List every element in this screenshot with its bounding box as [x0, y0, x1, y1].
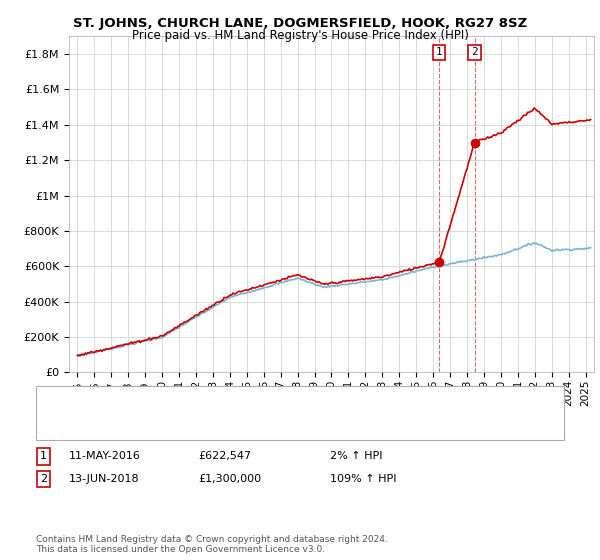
Text: ST. JOHNS, CHURCH LANE, DOGMERSFIELD, HOOK, RG27 8SZ (detached house): ST. JOHNS, CHURCH LANE, DOGMERSFIELD, HO… [75, 396, 489, 407]
Text: ——: —— [45, 418, 70, 431]
Text: 2% ↑ HPI: 2% ↑ HPI [330, 451, 383, 461]
Text: 11-MAY-2016: 11-MAY-2016 [69, 451, 141, 461]
Text: ST. JOHNS, CHURCH LANE, DOGMERSFIELD, HOOK, RG27 8SZ: ST. JOHNS, CHURCH LANE, DOGMERSFIELD, HO… [73, 17, 527, 30]
Text: 109% ↑ HPI: 109% ↑ HPI [330, 474, 397, 484]
Text: HPI: Average price, detached house, Hart: HPI: Average price, detached house, Hart [75, 419, 290, 430]
Text: 1: 1 [436, 47, 443, 57]
Text: Price paid vs. HM Land Registry's House Price Index (HPI): Price paid vs. HM Land Registry's House … [131, 29, 469, 42]
Text: 2: 2 [471, 47, 478, 57]
Text: ——: —— [45, 395, 70, 408]
Text: £1,300,000: £1,300,000 [198, 474, 261, 484]
Text: Contains HM Land Registry data © Crown copyright and database right 2024.
This d: Contains HM Land Registry data © Crown c… [36, 535, 388, 554]
Text: £622,547: £622,547 [198, 451, 251, 461]
Text: 2: 2 [40, 474, 47, 484]
Text: 13-JUN-2018: 13-JUN-2018 [69, 474, 140, 484]
Text: 1: 1 [40, 451, 47, 461]
